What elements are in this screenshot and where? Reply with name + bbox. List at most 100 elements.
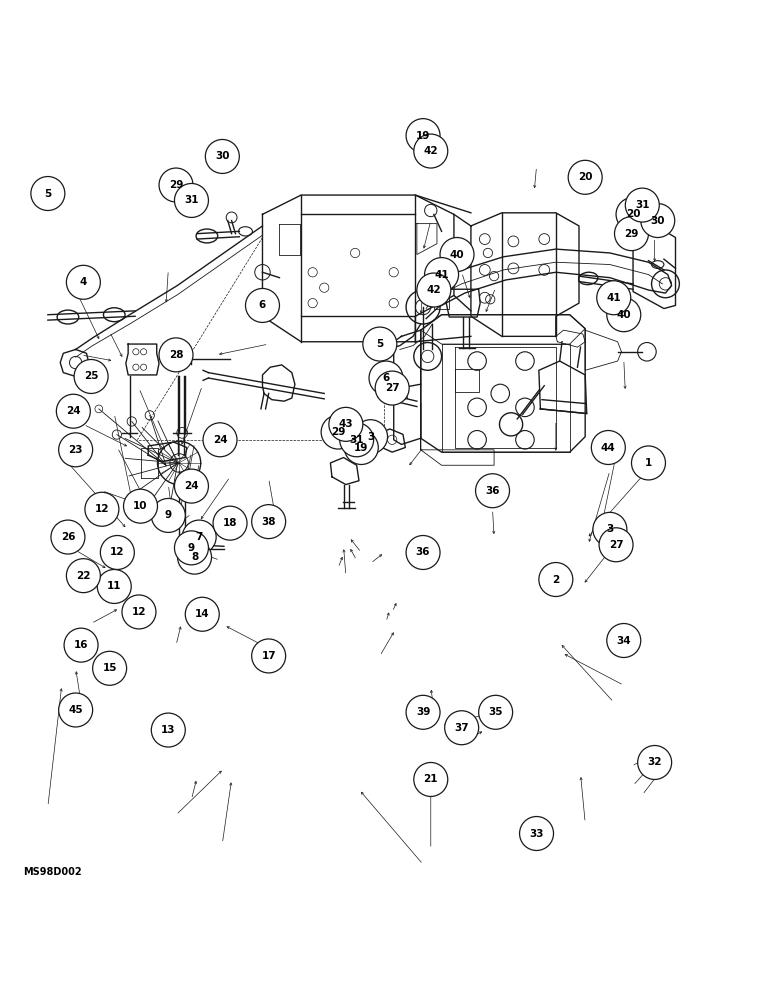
Text: 14: 14 [195,609,209,619]
Circle shape [51,520,85,554]
Circle shape [406,119,440,153]
Text: 18: 18 [223,518,237,528]
Circle shape [159,338,193,372]
Circle shape [414,134,448,168]
Text: 19: 19 [416,131,430,141]
Circle shape [182,520,216,554]
Circle shape [97,569,131,603]
Circle shape [74,359,108,393]
Text: 23: 23 [69,445,83,455]
Ellipse shape [652,261,664,268]
Text: MS98D002: MS98D002 [23,867,82,877]
Text: 30: 30 [215,151,229,161]
Ellipse shape [103,308,125,322]
Text: 27: 27 [385,383,399,393]
Circle shape [95,405,103,413]
Text: 7: 7 [195,532,203,542]
Text: 25: 25 [84,371,98,381]
Circle shape [593,512,627,546]
Text: 36: 36 [416,547,430,557]
Text: 26: 26 [61,532,75,542]
Ellipse shape [196,229,218,243]
Text: 13: 13 [161,725,175,735]
Circle shape [252,505,286,539]
Circle shape [56,394,90,428]
Circle shape [329,407,363,441]
Text: 5: 5 [376,339,384,349]
Text: 24: 24 [66,406,80,416]
Text: 32: 32 [648,757,662,767]
Circle shape [568,160,602,194]
Circle shape [363,327,397,361]
Circle shape [375,371,409,405]
Text: 40: 40 [617,310,631,320]
Circle shape [597,281,631,315]
Circle shape [174,531,208,565]
Text: 3: 3 [367,432,374,442]
Ellipse shape [57,310,79,324]
Text: 5: 5 [44,189,52,199]
Circle shape [625,188,659,222]
Text: 42: 42 [427,285,441,295]
Circle shape [185,597,219,631]
Text: 6: 6 [382,373,390,383]
Text: 12: 12 [132,607,146,617]
Text: 4: 4 [80,277,87,287]
Circle shape [59,693,93,727]
Circle shape [599,528,633,562]
Text: 28: 28 [169,350,183,360]
Circle shape [145,411,154,420]
Text: 41: 41 [607,293,621,303]
Text: 37: 37 [455,723,469,733]
Text: 29: 29 [625,229,638,239]
Text: 31: 31 [350,435,364,445]
Circle shape [245,288,279,322]
Circle shape [85,492,119,526]
Circle shape [414,762,448,796]
Text: 19: 19 [354,443,368,453]
Circle shape [151,713,185,747]
Circle shape [31,177,65,211]
Text: 43: 43 [339,419,353,429]
Text: 11: 11 [107,581,121,591]
Text: 34: 34 [617,636,631,646]
Circle shape [112,430,121,439]
Circle shape [127,417,137,426]
Circle shape [66,559,100,593]
Circle shape [440,238,474,271]
Text: 41: 41 [435,270,449,280]
Circle shape [174,183,208,217]
Text: 29: 29 [331,427,345,437]
Text: 36: 36 [486,486,499,496]
Circle shape [616,197,650,231]
Text: 35: 35 [489,707,503,717]
Circle shape [64,628,98,662]
Text: 40: 40 [450,250,464,260]
Circle shape [122,595,156,629]
Text: 44: 44 [601,443,616,453]
Circle shape [66,265,100,299]
Text: 39: 39 [416,707,430,717]
Text: 31: 31 [635,200,649,210]
Circle shape [157,441,201,485]
Text: 42: 42 [424,146,438,156]
Ellipse shape [239,227,252,236]
Circle shape [321,415,355,449]
Circle shape [340,423,374,457]
Text: 12: 12 [95,504,109,514]
Text: 6: 6 [259,300,266,310]
Text: 24: 24 [213,435,227,445]
Ellipse shape [385,389,402,401]
Circle shape [205,139,239,173]
Circle shape [354,420,388,454]
Text: 16: 16 [74,640,88,650]
Circle shape [425,258,459,292]
Circle shape [203,423,237,457]
Text: 3: 3 [606,524,614,534]
Text: 24: 24 [185,481,198,491]
Text: 9: 9 [188,543,195,553]
Circle shape [174,469,208,503]
Circle shape [59,433,93,467]
Circle shape [445,711,479,745]
Text: 38: 38 [262,517,276,527]
